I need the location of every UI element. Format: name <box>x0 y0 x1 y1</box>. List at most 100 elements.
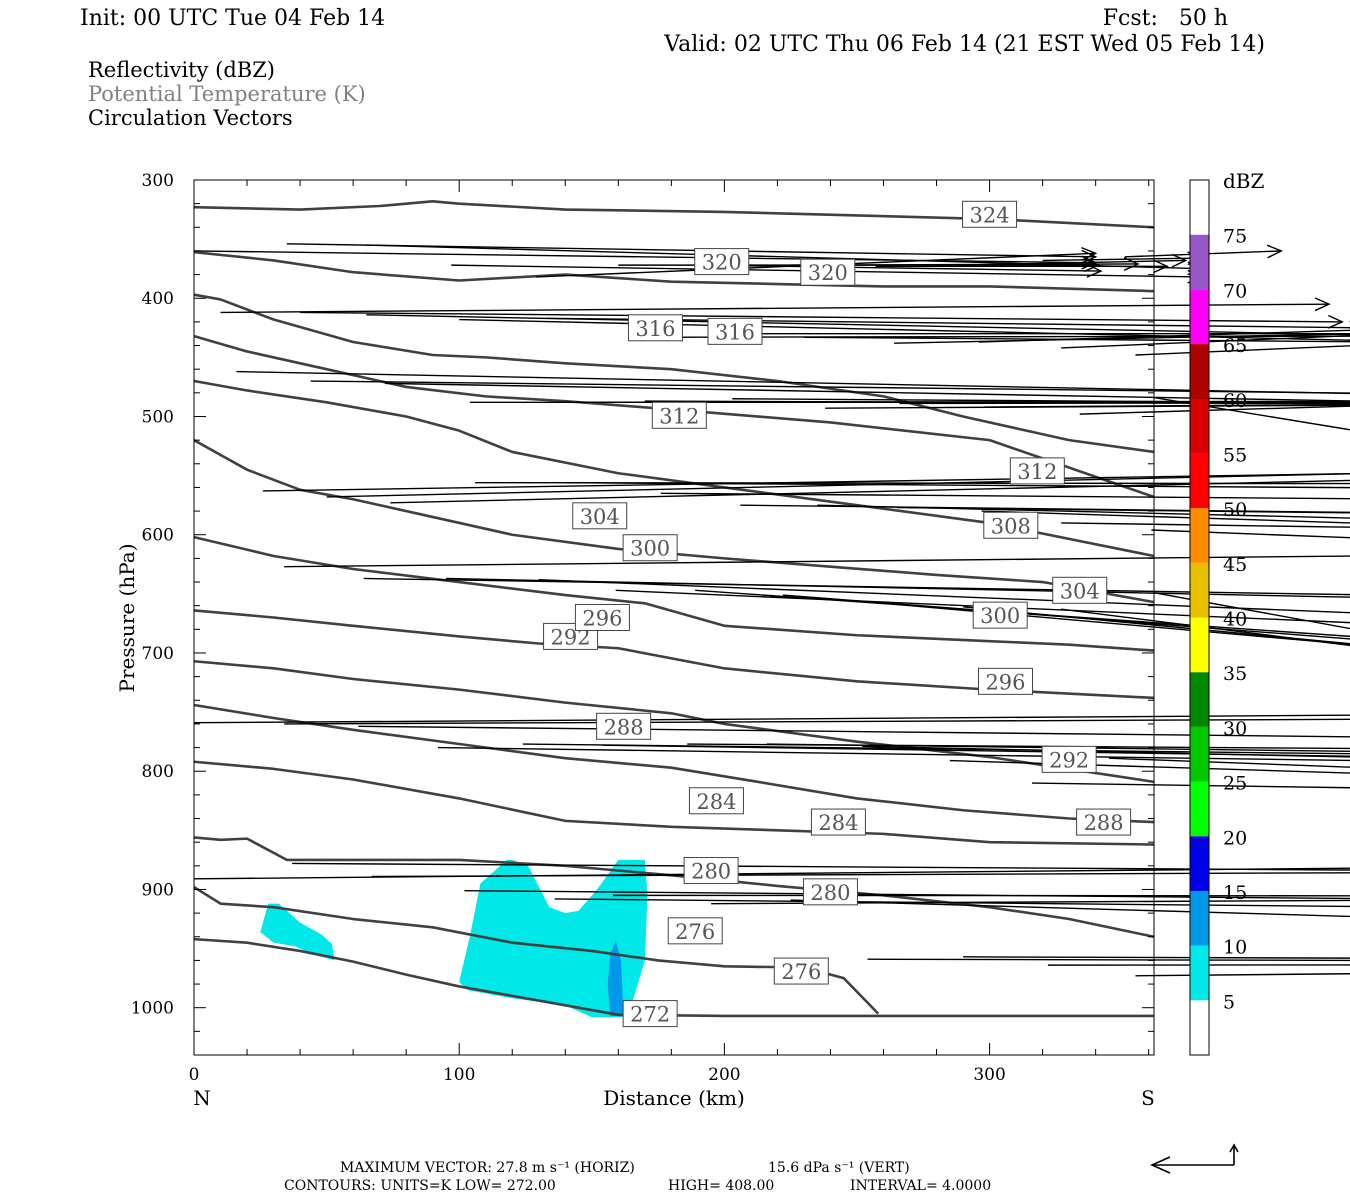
circulation-vector <box>602 744 1350 757</box>
svg-text:320: 320 <box>702 251 742 275</box>
svg-text:276: 276 <box>675 920 715 944</box>
colorbar-label-10: 10 <box>1223 937 1247 959</box>
contour-label-300-1: 300 <box>972 601 1028 629</box>
max-vector-horiz: MAXIMUM VECTOR: 27.8 m s⁻¹ (HORIZ) <box>340 1160 635 1176</box>
contour-label-304-1: 304 <box>1052 576 1108 604</box>
contour-interval: INTERVAL= 4.0000 <box>850 1178 991 1194</box>
x-tick-label: 300 <box>973 1065 1005 1085</box>
circulation-vector <box>1108 757 1350 768</box>
circulation-vector <box>1151 529 1350 539</box>
svg-text:272: 272 <box>630 1003 670 1027</box>
circulation-vector <box>981 510 1350 524</box>
svg-text:320: 320 <box>808 261 848 285</box>
svg-text:300: 300 <box>630 537 670 561</box>
x-axis-title: Distance (km) <box>603 1086 745 1110</box>
colorbar-box-75 <box>1190 180 1209 235</box>
colorbar-label-75: 75 <box>1223 226 1247 248</box>
colorbar-label-30: 30 <box>1223 718 1247 740</box>
svg-text:280: 280 <box>691 860 731 884</box>
contour-label-312-1: 312 <box>1009 457 1065 485</box>
contour-label-284-0: 284 <box>688 787 744 815</box>
y-tick-label: 600 <box>142 526 174 546</box>
svg-text:308: 308 <box>991 514 1031 538</box>
theta-contour-308 <box>193 379 1155 558</box>
theta-contour-320 <box>193 250 1155 293</box>
y-tick-label: 400 <box>142 289 174 309</box>
contour-label-296-1: 296 <box>977 667 1033 695</box>
field-label-vectors: Circulation Vectors <box>88 106 293 130</box>
colorbar-label-35: 35 <box>1223 663 1247 685</box>
colorbar-label-55: 55 <box>1223 444 1247 466</box>
svg-text:312: 312 <box>659 404 699 428</box>
contour-label-280-1: 280 <box>802 878 858 906</box>
circulation-vector <box>284 555 1350 568</box>
circulation-vector <box>1061 608 1350 647</box>
y-tick-label: 1000 <box>131 999 174 1019</box>
field-label-theta: Potential Temperature (K) <box>88 82 366 106</box>
circulation-vector <box>371 872 1350 878</box>
circulation-vector <box>1153 396 1350 431</box>
contour-label-308-0: 308 <box>983 511 1039 539</box>
svg-text:284: 284 <box>818 811 858 835</box>
plot-area: 2722762762802802842842882882922922962963… <box>131 171 1350 1085</box>
circulation-vector <box>437 746 1350 762</box>
svg-text:284: 284 <box>696 790 736 814</box>
colorbar-box-below <box>1190 1000 1209 1055</box>
contour-label-288-0: 288 <box>596 712 652 740</box>
colorbar-box-10 <box>1190 890 1209 946</box>
svg-text:304: 304 <box>580 505 620 529</box>
circulation-vector <box>522 743 1350 755</box>
svg-text:312: 312 <box>1017 460 1057 484</box>
circulation-vector <box>960 253 1188 268</box>
theta-contour-316 <box>193 293 1155 454</box>
circulation-vector <box>262 472 1350 492</box>
reflectivity-area-10dbz-2 <box>607 940 624 1016</box>
circulation-vector <box>220 297 1331 314</box>
colorbar-box-70 <box>1190 234 1209 290</box>
circulation-vector <box>1047 964 1350 966</box>
theta-contour-304 <box>193 438 1155 604</box>
circulation-vector <box>300 311 1344 329</box>
circulation-vector <box>292 862 1350 871</box>
colorbar-box-20 <box>1190 781 1209 837</box>
reflectivity-area-5dbz-0 <box>260 903 335 961</box>
contour-high: HIGH= 408.00 <box>668 1178 774 1194</box>
circulation-vector <box>711 899 1350 905</box>
circulation-vector <box>899 402 1350 405</box>
colorbar-label-15: 15 <box>1223 882 1247 904</box>
svg-text:292: 292 <box>1049 748 1089 772</box>
contour-label-324-0: 324 <box>962 200 1018 228</box>
contour-label-292-0: 292 <box>543 622 599 650</box>
x-tick-label: 100 <box>443 1065 475 1085</box>
contour-label-284-1: 284 <box>810 808 866 836</box>
colorbar-label-25: 25 <box>1223 773 1247 795</box>
svg-text:276: 276 <box>781 960 821 984</box>
circulation-vector <box>310 380 1350 394</box>
colorbar-box-25 <box>1190 726 1209 782</box>
theta-contour-324 <box>193 199 1155 229</box>
y-tick-label: 300 <box>142 171 174 191</box>
colorbar-label-50: 50 <box>1223 499 1247 521</box>
y-tick-label: 800 <box>142 762 174 782</box>
colorbar-box-55 <box>1190 398 1209 454</box>
x-tick-label: 200 <box>708 1065 740 1085</box>
colorbar-box-60 <box>1190 344 1209 399</box>
svg-text:296: 296 <box>582 607 622 631</box>
contour-label-300-0: 300 <box>622 534 678 562</box>
colorbar: 5 10 15 20 25 30 35 40 45 50 55 60 65 70 75 <box>1189 179 1247 1056</box>
svg-text:316: 316 <box>635 317 675 341</box>
circulation-vector <box>862 745 1350 758</box>
contour-label-320-1: 320 <box>800 258 856 286</box>
contour-label-272-0: 272 <box>622 1000 678 1028</box>
svg-text:296: 296 <box>985 670 1025 694</box>
colorbar-label-60: 60 <box>1223 390 1247 412</box>
field-label-reflectivity: Reflectivity (dBZ) <box>88 58 275 82</box>
theta-contour-288 <box>193 703 1155 824</box>
circulation-vector <box>358 725 1350 738</box>
init-time: Init: 00 UTC Tue 04 Feb 14 <box>80 6 385 31</box>
x-tick-label: 0 <box>189 1065 200 1085</box>
colorbar-box-45 <box>1190 508 1209 563</box>
circulation-vector <box>963 956 1350 959</box>
circulation-vector <box>565 482 1350 489</box>
